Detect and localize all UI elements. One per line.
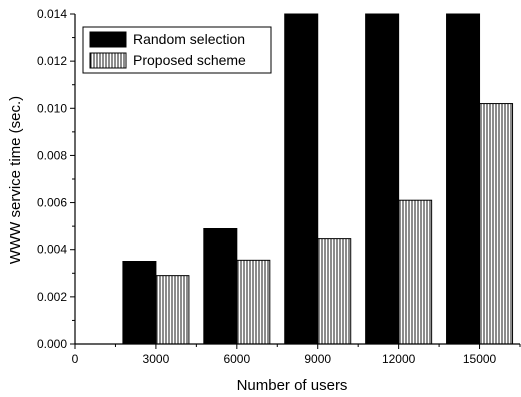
legend-swatch-random-selection <box>89 31 127 48</box>
legend-swatch-proposed-scheme <box>89 52 127 69</box>
bar-random-selection <box>446 13 481 345</box>
y-tick-label: 0.006 <box>37 196 67 210</box>
x-tick-label: 0 <box>72 352 79 366</box>
y-tick-label: 0.012 <box>37 54 67 68</box>
y-tick-label: 0.010 <box>37 101 67 115</box>
y-tick-label: 0.008 <box>37 148 67 162</box>
legend-label: Proposed scheme <box>133 52 246 68</box>
x-tick-label: 15000 <box>463 352 497 366</box>
x-tick-label: 12000 <box>382 352 416 366</box>
x-axis-label: Number of users <box>237 377 348 394</box>
axes-group: 0.000 0.002 0.004 0.006 0.008 0.010 0.012 0.014… <box>37 7 521 366</box>
bar-random-selection <box>365 13 400 345</box>
bar-proposed-scheme <box>317 238 352 345</box>
bar-proposed-scheme <box>155 275 190 345</box>
x-tick-label: 3000 <box>143 352 170 366</box>
y-tick-label: 0.002 <box>37 290 67 304</box>
bar-random-selection <box>122 261 157 345</box>
x-tick-label: 9000 <box>304 352 331 366</box>
bar-proposed-scheme <box>479 103 514 345</box>
legend: Random selection Proposed scheme <box>82 26 272 74</box>
bar-random-selection <box>284 13 319 345</box>
y-tick-label: 0.014 <box>37 7 67 21</box>
y-axis-label: WWW service time (sec.) <box>7 96 24 264</box>
y-tick-label: 0.004 <box>37 243 67 257</box>
y-tick-label: 0.000 <box>37 337 67 351</box>
bar-proposed-scheme <box>398 199 433 345</box>
x-tick-label: 6000 <box>223 352 250 366</box>
legend-label: Random selection <box>133 31 245 47</box>
bar-random-selection <box>203 228 238 345</box>
bar-proposed-scheme <box>236 259 271 345</box>
bars-group <box>122 13 514 345</box>
